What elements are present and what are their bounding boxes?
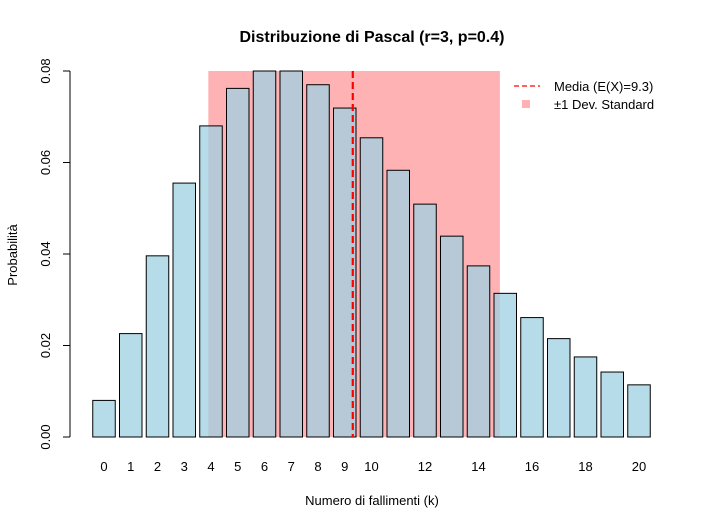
bar-14 xyxy=(466,265,491,438)
x-tick-label: 9 xyxy=(341,459,348,474)
bar-6 xyxy=(252,70,277,438)
axis-layer: 0.000.020.040.060.080 1 2 3 4 5 6 7 8 9 10 12 14 16 18… xyxy=(38,58,646,474)
legend-sd-swatch xyxy=(522,100,530,108)
x-tick-label: 2 xyxy=(154,459,161,474)
x-tick-label: 4 xyxy=(207,459,214,474)
x-tick-label: 6 xyxy=(261,459,268,474)
x-tick-label: 5 xyxy=(234,459,241,474)
y-tick-label: 0.06 xyxy=(38,150,53,175)
x-tick-label: 1 xyxy=(127,459,134,474)
bar-15 xyxy=(493,292,517,438)
bar-10 xyxy=(359,137,384,438)
bar-7 xyxy=(279,70,303,438)
bar-0 xyxy=(92,399,116,438)
bar-2 xyxy=(145,255,170,438)
x-tick-label: 7 xyxy=(288,459,295,474)
x-tick-label: 3 xyxy=(181,459,188,474)
y-tick-label: 0.08 xyxy=(38,58,53,83)
x-tick-label: 16 xyxy=(525,459,539,474)
bar-18 xyxy=(573,356,598,438)
bar-3 xyxy=(172,182,196,438)
bar-11 xyxy=(386,169,410,438)
chart-title: Distribuzione di Pascal (r=3, p=0.4) xyxy=(240,29,505,46)
bar-layer xyxy=(92,70,651,438)
bar-1 xyxy=(119,333,143,438)
bar-20 xyxy=(627,384,651,438)
y-tick-label: 0.04 xyxy=(38,241,53,266)
y-tick-label: 0.00 xyxy=(38,424,53,449)
x-axis-label: Numero di fallimenti (k) xyxy=(305,493,439,508)
x-tick-label: 10 xyxy=(364,459,378,474)
x-tick-label: 0 xyxy=(100,459,107,474)
legend: Media (E(X)=9.3) ±1 Dev. Standard xyxy=(514,79,654,112)
bar-8 xyxy=(306,84,330,438)
x-tick-label: 18 xyxy=(578,459,592,474)
bar-12 xyxy=(413,203,437,438)
x-tick-label: 20 xyxy=(632,459,646,474)
bar-5 xyxy=(226,87,250,438)
y-axis-label: Probabilità xyxy=(5,224,20,286)
bar-9 xyxy=(333,107,357,438)
x-tick-label: 12 xyxy=(418,459,432,474)
legend-sd-label: ±1 Dev. Standard xyxy=(554,97,654,112)
x-tick-label: 8 xyxy=(314,459,321,474)
bar-19 xyxy=(600,371,624,438)
y-tick-label: 0.02 xyxy=(38,333,53,358)
bar-4 xyxy=(199,125,223,438)
x-tick-label: 14 xyxy=(471,459,485,474)
bar-17 xyxy=(547,338,571,438)
legend-mean-label: Media (E(X)=9.3) xyxy=(554,79,653,94)
bar-13 xyxy=(440,235,464,438)
bar-16 xyxy=(520,317,544,438)
